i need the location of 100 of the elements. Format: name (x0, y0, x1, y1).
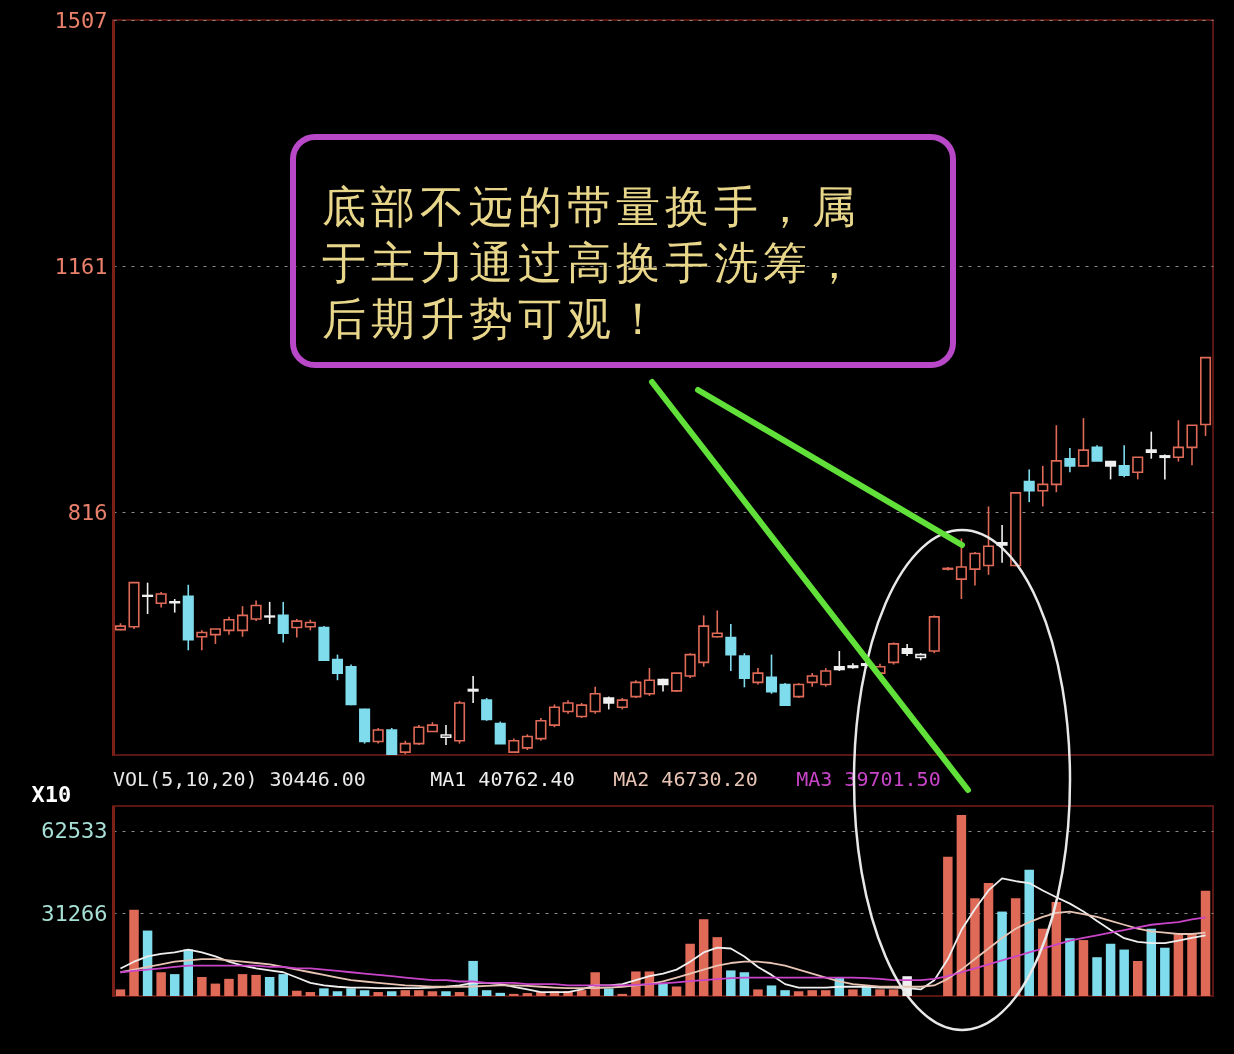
bar (359, 990, 370, 996)
bar (237, 974, 248, 996)
bar (807, 990, 817, 996)
bar (441, 991, 451, 996)
bar (292, 990, 302, 996)
chart-title: VOL(5,10,20) 30446.00 (113, 767, 366, 791)
bar (373, 992, 383, 996)
bar (319, 988, 329, 996)
bar (224, 978, 234, 996)
bar (264, 977, 275, 996)
bar (685, 943, 695, 996)
candlestick (264, 601, 276, 625)
candlestick (711, 609, 723, 639)
candlestick (671, 672, 683, 693)
candlestick (481, 697, 493, 722)
candlestick (1145, 430, 1157, 460)
bar (1092, 957, 1102, 996)
candlestick (1037, 465, 1049, 508)
bar (522, 993, 533, 996)
candlestick (1118, 444, 1130, 479)
candlestick (535, 717, 547, 742)
bar (1200, 890, 1211, 996)
bar (1105, 943, 1116, 996)
bar (495, 992, 505, 996)
bar (305, 992, 316, 996)
candlestick (779, 682, 791, 707)
bar (278, 974, 288, 996)
candlestick (725, 623, 737, 672)
candlestick (494, 720, 506, 745)
candlestick (820, 667, 832, 688)
bar (726, 970, 736, 996)
bar (1065, 938, 1075, 996)
bar (617, 993, 628, 996)
bar (1078, 940, 1089, 996)
line-series (119, 877, 1207, 993)
candlestick (440, 724, 452, 746)
candlestick (833, 650, 845, 672)
bar (956, 814, 967, 996)
bar (251, 974, 261, 996)
y-tick-label: 31266 (41, 900, 108, 926)
bar (753, 989, 763, 996)
y-tick-label: 62533 (41, 818, 108, 844)
bar (671, 986, 682, 996)
bar (210, 983, 221, 996)
candlestick (888, 641, 900, 666)
candlestick (236, 605, 249, 638)
candlestick (196, 629, 208, 652)
candlestick (413, 724, 425, 746)
bar (332, 991, 343, 996)
candlestick (969, 551, 981, 587)
candlestick (1077, 417, 1090, 468)
candlestick (765, 653, 778, 695)
candlestick (277, 601, 289, 644)
y-tick-label: 1161 (54, 253, 108, 279)
y-tick-label: 816 (67, 499, 108, 525)
candlestick (142, 581, 154, 615)
candlestick (643, 667, 655, 697)
candlestick (1159, 453, 1171, 481)
y-axis-title: X10 (31, 781, 72, 807)
candlestick (169, 598, 181, 614)
bar (888, 989, 899, 996)
candlestick (1064, 447, 1076, 474)
bar (400, 990, 411, 996)
candlestick (467, 675, 479, 704)
bar (386, 991, 397, 996)
candlestick (982, 505, 995, 576)
candlestick (1132, 456, 1144, 481)
bar (875, 989, 885, 996)
annotation: 底部不远的带量换手，属于主力通过高换手洗筹，后期升势可观！ (322, 181, 861, 344)
candlestick (548, 703, 561, 729)
candlestick (250, 599, 262, 622)
candlestick (589, 685, 601, 715)
bar (766, 985, 777, 996)
bar (848, 989, 858, 996)
candlestick (291, 618, 303, 639)
bar (509, 993, 519, 996)
bar (454, 992, 465, 996)
bar (576, 990, 587, 996)
bar (481, 990, 492, 996)
bar (197, 977, 207, 996)
y-tick-label: 1507 (54, 7, 108, 33)
bar (1119, 949, 1129, 996)
bar (169, 974, 180, 996)
candlestick (738, 652, 750, 689)
bar (129, 909, 139, 996)
bar (1173, 934, 1184, 996)
bar (115, 989, 126, 996)
candlestick (1023, 468, 1035, 503)
bar (1187, 934, 1197, 996)
text: MA2 46730.20 (613, 767, 758, 791)
bar (414, 990, 424, 996)
bar (346, 988, 356, 996)
bar (156, 972, 166, 996)
bar (1160, 947, 1170, 996)
bar (821, 990, 831, 996)
bar (970, 898, 980, 996)
candlestick (955, 537, 967, 600)
bar (997, 911, 1007, 996)
bar (1132, 960, 1143, 996)
bar (658, 983, 668, 996)
